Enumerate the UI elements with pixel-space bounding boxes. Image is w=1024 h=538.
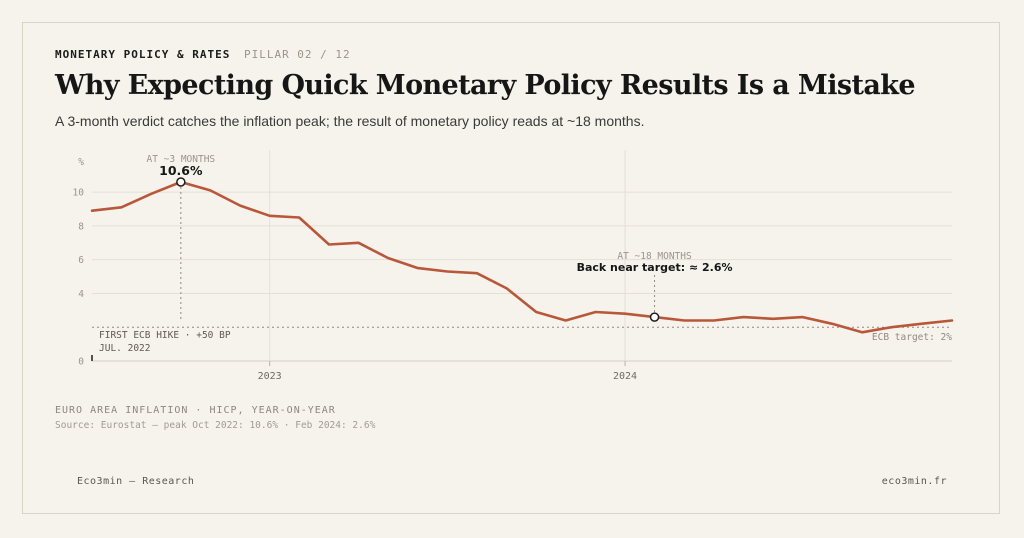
annotation-value: 10.6% xyxy=(159,163,203,178)
page-title: Why Expecting Quick Monetary Policy Resu… xyxy=(55,70,916,101)
annotation-value: Back near target: ≈ 2.6% xyxy=(577,261,733,274)
footer-url: eco3min.fr xyxy=(881,476,947,487)
y-tick-label: 4 xyxy=(78,289,84,300)
footer-brand: Eco3min — Research xyxy=(77,476,195,487)
annotation-caption: AT ~3 MONTHS xyxy=(147,154,216,165)
start-label-1: FIRST ECB HIKE · +50 BP xyxy=(99,330,231,341)
chart-grid xyxy=(92,150,952,362)
source-text: Source: Eurostat — peak Oct 2022: 10.6% … xyxy=(55,420,376,431)
y-tick-label: 6 xyxy=(78,255,84,266)
x-tick-label: 2024 xyxy=(613,371,637,382)
annotation-caption: AT ~18 MONTHS xyxy=(617,251,692,262)
target-label: ECB target: 2% xyxy=(872,332,952,343)
start-label-2: JUL. 2022 xyxy=(99,343,150,354)
card-frame xyxy=(22,22,1000,514)
pillar-label: PILLAR 02 / 12 xyxy=(243,48,351,61)
eyebrow: MONETARY POLICY & RATES PILLAR 02 / 12 xyxy=(55,48,351,61)
series-layer xyxy=(90,180,954,334)
y-tick-label: 0 xyxy=(78,357,84,368)
page-subtitle: A 3-month verdict catches the inflation … xyxy=(55,113,645,129)
target-reference: ECB target: 2% xyxy=(92,326,952,343)
first-hike-marker: FIRST ECB HIKE · +50 BP JUL. 2022 xyxy=(91,330,231,361)
y-axis: 0 4 6 8 10% xyxy=(73,157,85,368)
y-tick-label: 8 xyxy=(78,221,84,232)
source-label: EURO AREA INFLATION · HICP, YEAR-ON-YEAR xyxy=(55,405,336,416)
y-axis-unit: % xyxy=(78,157,84,168)
x-tick-label: 2023 xyxy=(258,371,282,382)
x-axis: 2023 2024 xyxy=(258,361,637,382)
y-tick-label: 10 xyxy=(73,188,85,199)
category-label: MONETARY POLICY & RATES xyxy=(55,48,231,61)
annotation-point xyxy=(176,177,186,187)
annotation-point xyxy=(649,312,660,322)
series-line xyxy=(90,180,954,334)
